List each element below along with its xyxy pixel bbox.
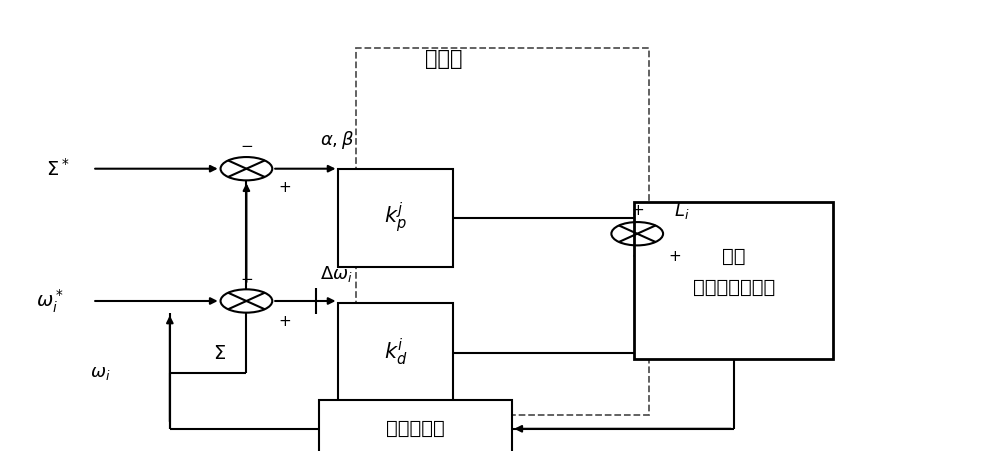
Bar	[338, 169, 453, 267]
Bar	[356, 48, 649, 415]
Text: $-$: $-$	[240, 270, 253, 285]
Text: 卫星
（姿态动力学）: 卫星 （姿态动力学）	[693, 247, 775, 297]
Text: $+$: $+$	[278, 180, 291, 195]
Text: 控制器: 控制器	[425, 49, 463, 69]
Bar	[634, 202, 833, 359]
Text: $-$: $-$	[240, 137, 253, 152]
Text: 姿态敏感器: 姿态敏感器	[386, 419, 445, 438]
Text: $+$: $+$	[631, 203, 644, 218]
Text: $k_p^j$: $k_p^j$	[384, 201, 407, 235]
Text: $+$: $+$	[278, 314, 291, 329]
Text: $\alpha, \beta$: $\alpha, \beta$	[320, 128, 354, 151]
Text: $L_i$: $L_i$	[674, 201, 690, 221]
Text: $\omega_i$: $\omega_i$	[90, 364, 110, 382]
Bar	[338, 303, 453, 402]
Text: $k_d^i$: $k_d^i$	[384, 337, 407, 368]
Text: $+$: $+$	[668, 249, 682, 264]
Text: $\omega_i^*$: $\omega_i^*$	[36, 287, 65, 315]
Text: $\Sigma^*$: $\Sigma^*$	[46, 158, 69, 180]
Text: $\Sigma$: $\Sigma$	[213, 344, 226, 363]
Text: $\Delta\omega_i$: $\Delta\omega_i$	[320, 264, 353, 284]
Bar	[319, 400, 512, 454]
